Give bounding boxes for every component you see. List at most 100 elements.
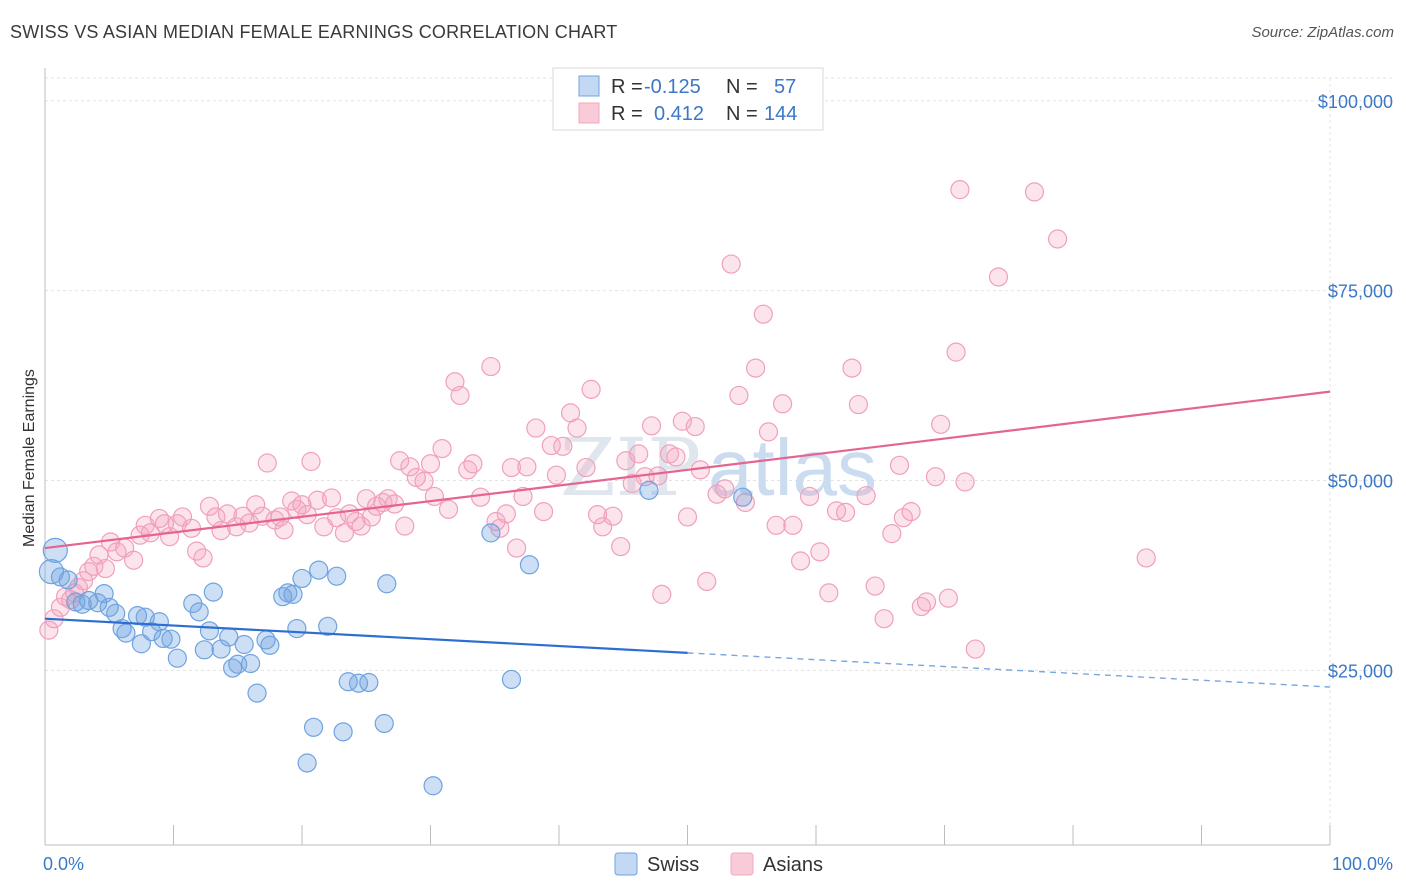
legend-n-value-asians: 144: [764, 103, 797, 125]
asian-point: [955, 472, 975, 492]
asian-point: [916, 592, 937, 612]
legend-bottom-label-swiss: Swiss: [647, 854, 699, 876]
asian-point: [463, 454, 483, 474]
asian-point: [274, 520, 294, 540]
asian-point: [79, 562, 99, 582]
asian-point: [199, 496, 220, 516]
asian-point: [1136, 548, 1156, 568]
asian-point: [677, 507, 698, 527]
asian-point: [513, 486, 533, 507]
asian-point: [390, 451, 410, 471]
asian-point: [149, 508, 169, 529]
swiss-point: [297, 753, 317, 773]
x-tick-label-min: 0.0%: [43, 854, 84, 874]
swiss-point: [153, 628, 173, 649]
asian-point: [581, 379, 601, 399]
trend-lines: [44, 390, 1331, 688]
swiss-point: [374, 713, 394, 734]
swiss-point: [241, 653, 261, 674]
asian-point: [874, 609, 894, 629]
asian-point: [95, 558, 115, 579]
asian-point: [292, 495, 312, 515]
asian-point: [901, 502, 921, 522]
asian-point: [181, 518, 202, 538]
legend-swatch-asians: [578, 102, 600, 124]
asian-point: [567, 418, 587, 438]
asian-point: [856, 486, 876, 506]
asian-point: [587, 505, 608, 525]
grid-lines: [45, 77, 1392, 845]
asian-point: [988, 267, 1009, 287]
swiss-point: [303, 717, 324, 737]
asian-point: [307, 490, 328, 510]
asian-point: [810, 542, 830, 562]
series-asians: [39, 180, 1156, 659]
swiss-point: [292, 568, 312, 589]
swiss-point: [309, 560, 329, 580]
swiss-point: [116, 623, 136, 643]
swiss-point: [481, 523, 501, 543]
asian-point: [746, 358, 766, 378]
asian-point: [865, 576, 885, 596]
source-note: Source: ZipAtlas.com: [1251, 24, 1394, 41]
axes: [44, 68, 1331, 846]
asian-point: [378, 489, 398, 509]
swiss-point: [50, 567, 71, 587]
swiss-point: [348, 673, 369, 693]
trend-line-swiss: [44, 617, 688, 654]
asian-point: [721, 254, 741, 274]
asian-point: [766, 515, 786, 535]
asian-point: [301, 451, 321, 472]
asian-point: [414, 471, 434, 491]
swiss-point: [189, 602, 209, 622]
asian-point: [432, 438, 452, 459]
asian-point: [450, 385, 470, 406]
swiss-point: [377, 574, 397, 594]
asian-point: [533, 502, 554, 522]
asian-point: [576, 457, 596, 478]
swiss-point: [58, 570, 78, 590]
asian-point: [517, 457, 537, 477]
legend-n-label-asians: N =: [726, 103, 758, 125]
swiss-point: [283, 584, 303, 604]
legend-n-value-swiss: 57: [774, 76, 796, 98]
swiss-point: [260, 635, 280, 655]
swiss-point: [199, 621, 220, 641]
swiss-point: [161, 629, 181, 649]
asian-point: [965, 639, 985, 659]
legend-r-label-asians: R =: [611, 103, 643, 125]
legend-bottom: Swiss Asians: [614, 852, 823, 876]
asian-point: [882, 524, 902, 544]
chart-title: SWISS VS ASIAN MEDIAN FEMALE EARNINGS CO…: [10, 22, 618, 42]
legend-r-value-asians: 0.412: [654, 103, 704, 125]
asian-point: [629, 444, 649, 464]
x-tick-label-max: 100.0%: [1332, 854, 1393, 874]
swiss-point: [194, 640, 214, 660]
asian-point: [506, 538, 527, 558]
asian-point: [395, 516, 415, 536]
asian-point: [546, 465, 567, 485]
asian-point: [672, 411, 692, 431]
asian-point: [611, 536, 631, 557]
swiss-point: [338, 672, 358, 692]
asian-point: [257, 453, 277, 473]
asian-point: [321, 488, 342, 508]
asian-point: [73, 571, 94, 591]
swiss-point: [501, 669, 522, 690]
asian-point: [758, 422, 779, 442]
asian-point: [783, 515, 803, 535]
asian-point: [481, 356, 501, 377]
y-tick-label: $100,000: [1318, 92, 1393, 112]
y-tick-labels: $25,000 $50,000 $75,000 $100,000: [1318, 92, 1393, 682]
asian-point: [790, 551, 811, 571]
asian-point: [424, 486, 444, 507]
asian-point: [835, 502, 856, 522]
asian-point: [140, 523, 160, 543]
asian-point: [193, 548, 213, 568]
asian-point: [334, 523, 355, 543]
asian-point: [471, 487, 491, 507]
asian-point: [501, 457, 522, 478]
asian-point: [950, 180, 970, 200]
trend-line-asians: [44, 390, 1331, 550]
